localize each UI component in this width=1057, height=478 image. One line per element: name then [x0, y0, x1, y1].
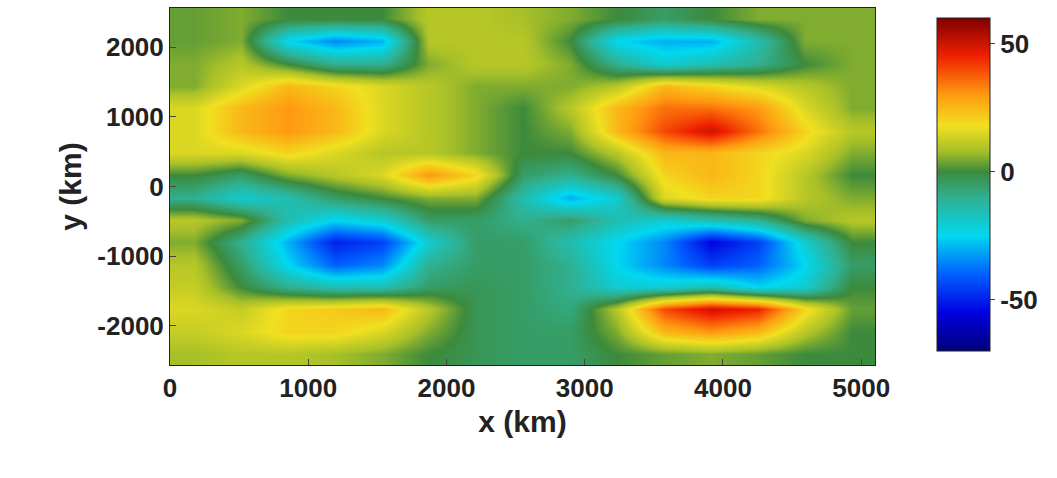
svg-text:2000: 2000	[418, 373, 476, 403]
svg-text:3000: 3000	[556, 373, 614, 403]
svg-text:y (km): y (km)	[54, 142, 87, 230]
svg-text:4000: 4000	[694, 373, 752, 403]
svg-text:0: 0	[1000, 157, 1014, 187]
svg-text:1000: 1000	[279, 373, 337, 403]
svg-text:x (km): x (km)	[478, 405, 566, 438]
svg-text:1000: 1000	[106, 102, 164, 132]
svg-text:-1000: -1000	[97, 241, 164, 271]
svg-text:-2000: -2000	[97, 311, 164, 341]
svg-text:50: 50	[1000, 29, 1029, 59]
svg-text:0: 0	[163, 373, 177, 403]
svg-text:-50: -50	[1000, 285, 1038, 315]
svg-text:5000: 5000	[832, 373, 890, 403]
svg-text:0: 0	[149, 172, 163, 202]
svg-text:2000: 2000	[106, 32, 164, 62]
